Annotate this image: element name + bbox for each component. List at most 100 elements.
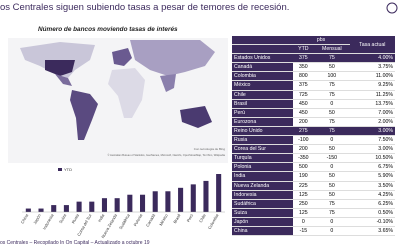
table-row: Reino Unido 275 75 3.00%	[232, 126, 395, 137]
value-cell: 50	[314, 108, 350, 118]
country-cell: Corea del Sur	[232, 144, 293, 155]
value-cell: 3.75%	[349, 62, 395, 73]
x-tick-label: Japón	[32, 213, 42, 225]
table-row: Polonia 500 0 6.75%	[232, 162, 395, 173]
x-tick-label: Brasil	[172, 213, 181, 224]
value-cell: -100	[292, 135, 315, 146]
value-cell: 0	[314, 162, 350, 173]
country-cell: Estados Unidos	[232, 53, 293, 64]
value-cell: 0	[314, 135, 350, 146]
table-row: Colombia 800 100 11.00%	[232, 71, 395, 82]
usa	[45, 60, 75, 76]
value-cell: 7.50%	[349, 135, 395, 146]
footer-source: os Centrales – Recopilado In On Capital …	[0, 240, 150, 246]
table-row: India 190 50 5.90%	[232, 171, 395, 182]
value-cell: 4.25%	[349, 190, 395, 200]
bar	[178, 187, 184, 212]
country-cell: Rusia	[232, 135, 293, 146]
value-cell: 450	[292, 99, 315, 109]
value-cell: 2.00%	[349, 117, 395, 127]
header-cell	[232, 44, 293, 55]
value-cell: 275	[292, 126, 315, 137]
value-cell: 75	[314, 80, 350, 91]
table-row: Chile 725 75 11.25%	[232, 90, 395, 100]
value-cell: 800	[292, 71, 315, 82]
value-cell: -0.10%	[349, 217, 395, 227]
country-cell: Indonesia	[232, 190, 293, 200]
value-cell: 0	[314, 217, 350, 227]
x-tick-label: Rusia	[71, 212, 81, 224]
value-cell: 11.00%	[349, 71, 395, 82]
table-row: Nueva Zelanda 225 50 3.50%	[232, 181, 395, 191]
bar	[51, 205, 57, 212]
value-cell: 9.25%	[349, 80, 395, 91]
country-cell: Eurozona	[232, 117, 293, 127]
value-cell: 725	[292, 90, 315, 100]
country-cell: Polonia	[232, 162, 293, 173]
value-cell: 7.00%	[349, 108, 395, 118]
legend-label: YTD	[64, 167, 72, 172]
table-row: Brasil 450 0 13.75%	[232, 99, 395, 109]
value-cell: 500	[292, 162, 315, 173]
world-map: Con tecnología de Bing © Australian Bure…	[8, 38, 228, 163]
x-tick-label: China	[20, 212, 30, 224]
table-row: China -15 0 3.65%	[232, 226, 395, 237]
value-cell: 250	[292, 199, 315, 209]
bar	[190, 184, 196, 212]
value-cell: 225	[292, 181, 315, 191]
bar	[76, 201, 82, 212]
table-row: Perú 450 50 7.00%	[232, 108, 395, 118]
header-cell: YTD	[292, 44, 315, 55]
x-tick-label: Perú	[186, 213, 195, 223]
country-cell: México	[232, 80, 293, 91]
slide-title: os Centrales siguen subiendo tasas a pes…	[0, 2, 290, 13]
value-cell: 50	[314, 144, 350, 155]
value-cell: 3.00%	[349, 144, 395, 155]
table-row: Turquía -350 -150 10.50%	[232, 153, 395, 164]
value-cell: 350	[292, 62, 315, 73]
table-row: México 375 75 9.25%	[232, 80, 395, 91]
bar	[89, 201, 95, 212]
header-row: pbs Tasa actual	[232, 36, 395, 55]
country-cell: Chile	[232, 90, 293, 100]
country-cell: Colombia	[232, 71, 293, 82]
x-tick-label: Polonia	[132, 212, 143, 227]
country-cell: Brasil	[232, 99, 293, 109]
x-tick-label: Colombia	[207, 212, 220, 230]
value-cell: 4.00%	[349, 53, 395, 64]
india	[160, 74, 176, 92]
map-attribution: © Australian Bureau of Statistics, GeoNa…	[108, 153, 226, 157]
bar	[216, 174, 222, 212]
value-cell: 13.75%	[349, 99, 395, 109]
europe	[112, 48, 132, 66]
value-cell: 125	[292, 208, 315, 218]
africa	[108, 68, 145, 118]
table-row: Suiza 125 75 0.50%	[232, 208, 395, 218]
map-title: Número de bancos moviendo tasas de inter…	[38, 26, 178, 33]
bar	[165, 191, 171, 212]
bar	[38, 208, 44, 212]
x-tick-label: India	[97, 212, 106, 223]
table-row: Canadá 350 50 3.75%	[232, 62, 395, 73]
value-cell: 125	[292, 190, 315, 200]
country-cell: Sudáfrica	[232, 199, 293, 209]
value-cell: 75	[314, 126, 350, 137]
country-cell: China	[232, 226, 293, 237]
table-row: Eurozona 200 75 2.00%	[232, 117, 395, 127]
value-cell: 50	[314, 62, 350, 73]
bar	[25, 208, 31, 212]
logo	[386, 2, 398, 14]
bar	[101, 198, 108, 212]
value-cell: 6.75%	[349, 162, 395, 173]
value-cell: -350	[292, 153, 315, 164]
mexico	[55, 74, 72, 86]
country-cell: Canadá	[232, 62, 293, 73]
value-cell: 0	[314, 226, 350, 237]
value-cell: 5.90%	[349, 171, 395, 182]
bar	[127, 194, 133, 212]
south-america	[70, 90, 98, 140]
country-cell: India	[232, 171, 293, 182]
value-cell: 50	[314, 181, 350, 191]
